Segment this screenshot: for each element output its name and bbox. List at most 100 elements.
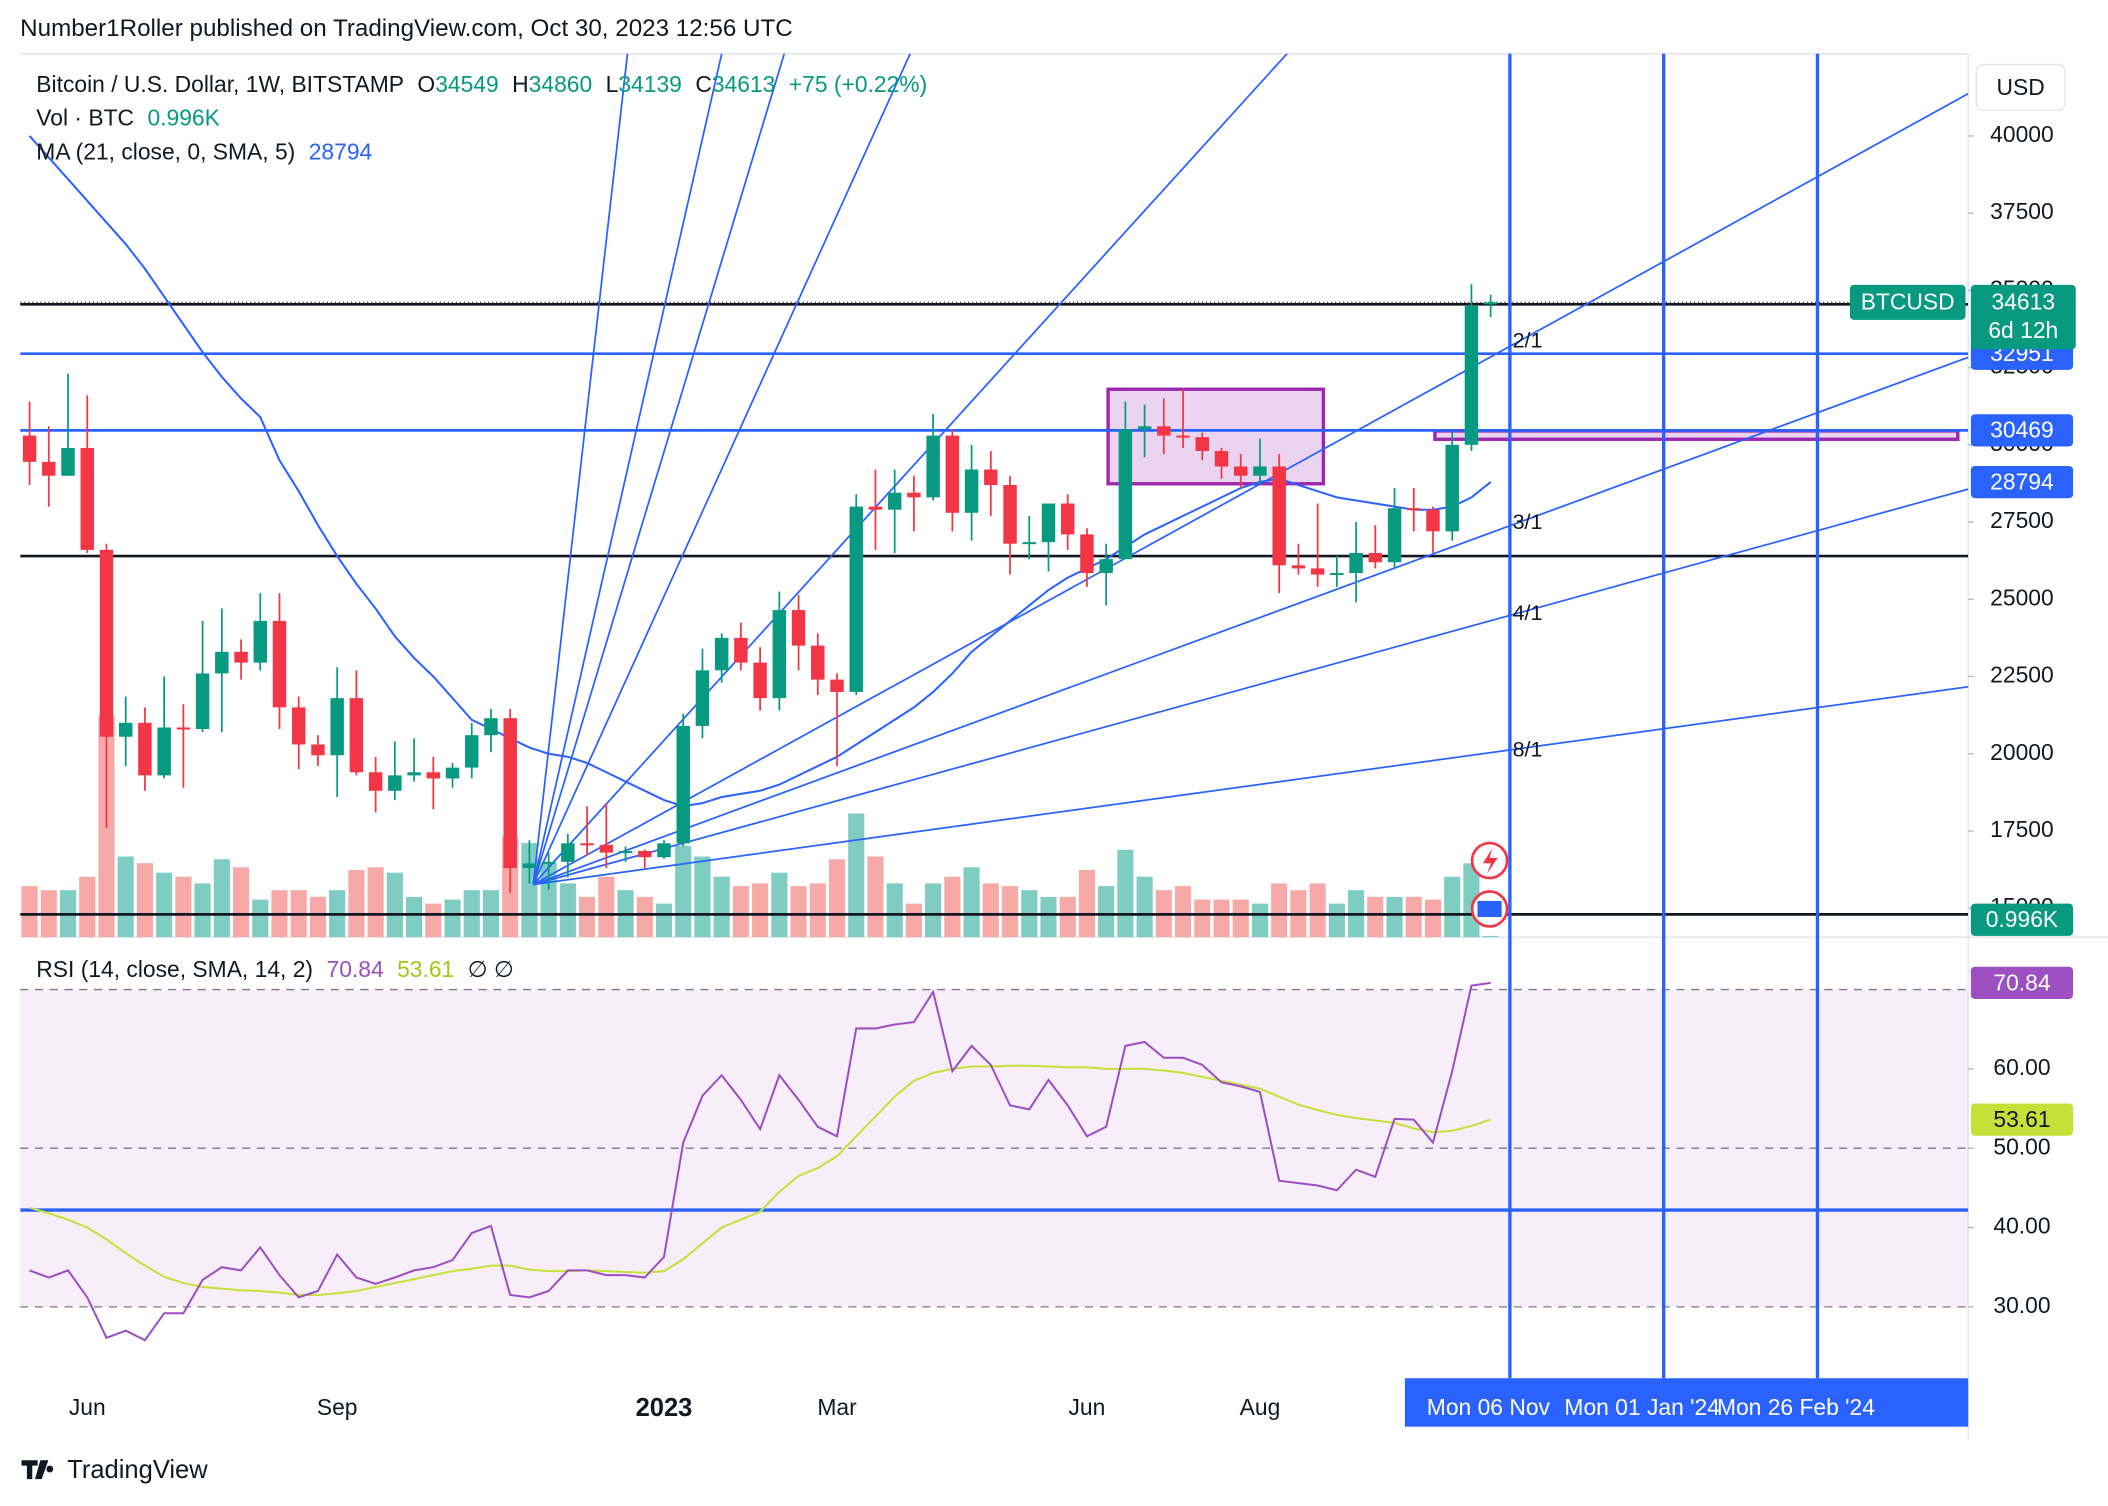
candle-body [1022,542,1036,545]
candle-body [1060,503,1075,535]
low-value: 34139 [618,71,682,97]
candle-body [599,844,614,853]
y-tick-label: 20000 [1990,739,2054,765]
ma-price-tag: 28794 [1990,468,2054,494]
rsi-tick-label: 60.00 [1993,1054,2050,1080]
volume-bar [1232,899,1249,938]
candle-body [1118,429,1133,560]
line-price-tag: 30469 [1990,417,2054,443]
volume-bar [425,903,442,938]
candle-body [1234,466,1248,476]
candle-body [1387,508,1402,563]
volume-bar [79,876,96,938]
volume-bar [252,899,269,938]
volume-bar [752,883,769,938]
candle-body [1272,466,1286,566]
candle-body [1041,503,1056,543]
legend-volume: Vol · BTC 0.996K [36,105,220,131]
candle-body [465,735,479,768]
symbol-title: Bitcoin / U.S. Dollar, 1W, BITSTAMP [36,71,404,97]
candle-body [1253,466,1267,476]
volume-title: Vol · BTC [36,105,134,131]
candle-body [311,744,325,756]
x-tick-label: Jun [1069,1394,1106,1420]
volume-bar [213,859,230,938]
volume-bar [559,883,576,938]
volume-bar [444,899,461,938]
price-pane: 2/1 3/1 4/1 8/1 [20,53,1969,938]
volume-bar [905,903,922,938]
range-box [1433,429,1960,441]
candle-body [1464,305,1479,445]
gann-fan-label: 2/1 [1513,328,1543,352]
volume-tag: 0.996K [1986,906,2058,932]
currency-box[interactable] [1975,63,2066,111]
legend-rsi: RSI (14, close, SMA, 14, 2) 70.84 53.61 ∅ ∅ [36,956,514,982]
candle-body [1157,426,1171,436]
volume-bar [1040,896,1057,938]
candle-body [118,722,133,737]
y-tick-label: 22500 [1990,662,2054,688]
candle-body [215,651,229,674]
volume-bar [309,896,327,938]
candle-body [176,727,191,730]
footer: TradingView [21,1456,208,1484]
volume-bar [809,883,826,938]
candle-body [1310,568,1325,575]
gann-fan-line [533,685,1969,886]
candle-body [157,727,171,776]
volume-bar [156,872,173,938]
ma-title: MA (21, close, 0, SMA, 5) [36,138,295,164]
candle-body [522,863,537,869]
volume-bar [1174,886,1192,938]
volume-bar [925,883,942,938]
y-tick-label: 25000 [1990,584,2054,610]
legend-main: Bitcoin / U.S. Dollar, 1W, BITSTAMP O3454… [36,71,927,97]
countdown: 6d 12h [1988,317,2058,343]
candle-body [426,772,441,779]
price-axis: JunSep2023MarJunAug150001750020000225002… [69,121,2076,1422]
volume-bar [944,876,961,938]
candle-body [945,435,960,513]
volume-bar [655,903,673,938]
candle-body [907,492,921,498]
volume-bar [732,886,749,938]
volume-bar [771,872,788,938]
y-tick-label: 17500 [1990,816,2054,842]
icons [1470,841,1509,928]
h-letter: H [512,71,528,97]
candle-body [292,707,306,745]
candle-body [368,772,383,791]
candle-body [1291,565,1306,569]
time-label: Mon 01 Jan '24 [1564,1394,1720,1420]
volume-bar [1251,903,1269,938]
y-tick-label: 27500 [1990,507,2054,533]
time-range-highlight [1404,1378,1969,1427]
volume-bar [1444,876,1461,938]
volume-bar [963,867,980,938]
volume-bar [1213,899,1230,938]
rsi-tick-label: 40.00 [1993,1213,2050,1239]
volume-tag-bg [1970,903,2074,936]
rsi-tick-label: 30.00 [1993,1292,2050,1318]
candle-body [811,645,825,680]
gann-fan-line [532,356,1969,886]
candle-body [234,651,248,663]
candle-body [695,670,710,726]
volume-bar [117,856,134,938]
candle-body [1003,484,1017,544]
line-price-tag-bg [1970,414,2074,447]
last-price-tag-bg [1970,284,2076,350]
gann-fan-line [532,53,1289,886]
candle-body [195,673,210,730]
candle-body [753,662,767,699]
volume-bar [1309,883,1326,938]
candle-body [868,506,883,510]
volume-bar [886,883,903,938]
volume-bar [1405,896,1422,938]
volume-bar [867,856,884,938]
tv-logo [21,1460,54,1480]
x-tick-label: Aug [1240,1394,1281,1420]
candle-body [887,492,902,510]
candle-body [1330,573,1344,576]
